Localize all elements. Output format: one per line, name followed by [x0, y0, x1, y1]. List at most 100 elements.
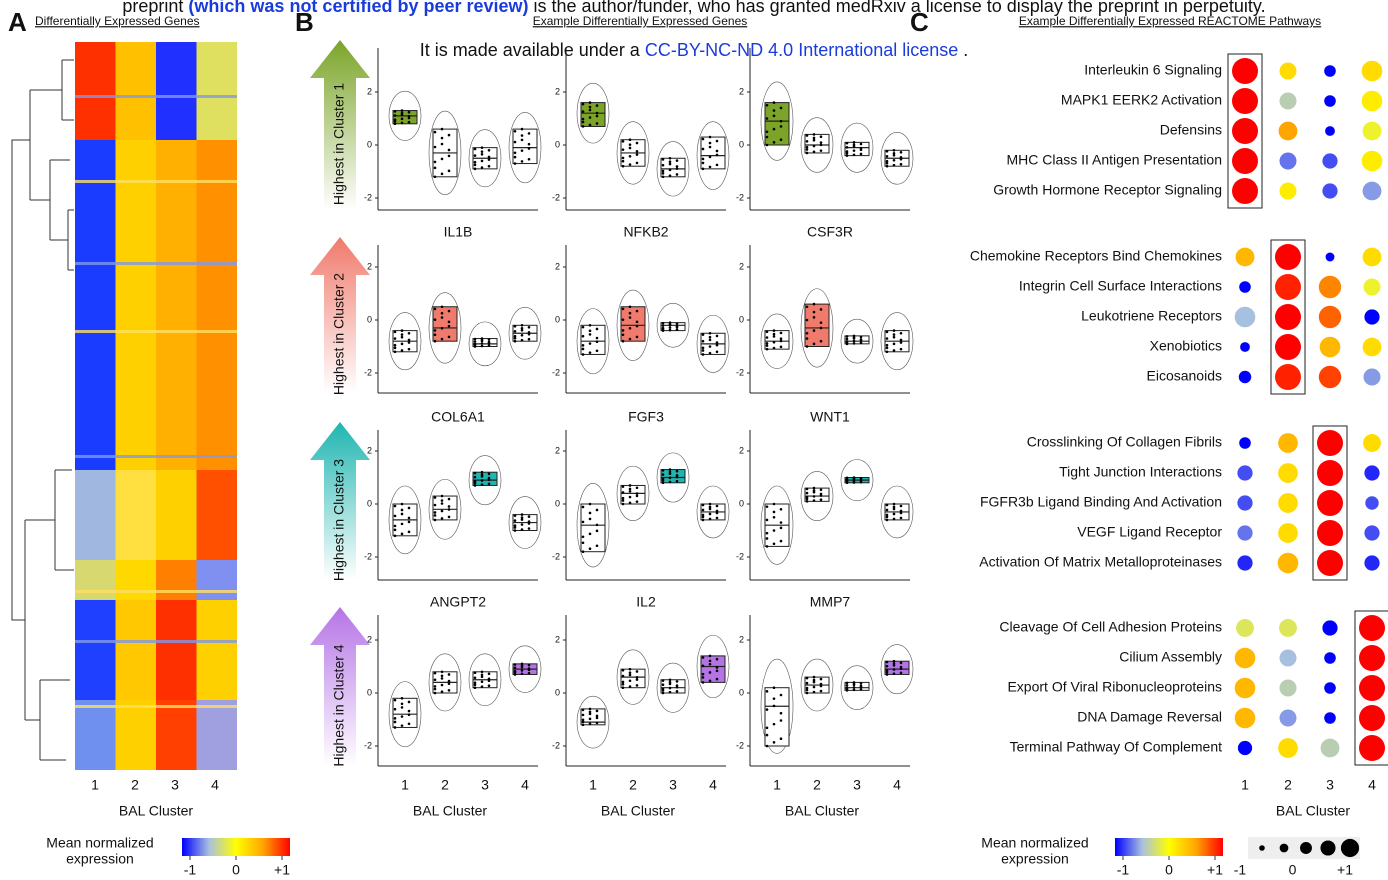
- jitter-point: [845, 154, 849, 157]
- jitter-point: [520, 326, 524, 330]
- jitter-point: [520, 518, 524, 521]
- jitter-point: [527, 668, 531, 672]
- pathway-dot: [1232, 88, 1258, 114]
- jitter-point: [393, 110, 397, 113]
- notice-text: preprint: [122, 0, 189, 16]
- jitter-point: [635, 670, 639, 673]
- jitter-point: [765, 545, 769, 548]
- jitter-point: [819, 684, 823, 688]
- x-tick-label: 4: [1368, 777, 1376, 793]
- jitter-point: [885, 503, 889, 507]
- jitter-point: [819, 682, 823, 686]
- jitter-point: [819, 149, 823, 152]
- heatmap-block: [75, 560, 116, 600]
- jitter-point: [513, 529, 517, 532]
- dendrogram: [11, 59, 74, 761]
- pathway-label: Export Of Viral Ribonucleoproteins: [1007, 679, 1222, 695]
- jitter-point: [765, 708, 769, 711]
- jitter-point: [852, 153, 856, 157]
- jitter-point: [708, 335, 712, 339]
- panel-title: Differentially Expressed Genes: [35, 14, 200, 28]
- violin: [508, 306, 542, 360]
- jitter-point: [480, 680, 484, 684]
- license-link[interactable]: CC-BY-NC-ND 4.0 International license: [644, 40, 959, 60]
- jitter-point: [805, 318, 809, 322]
- jitter-point: [812, 490, 816, 494]
- jitter-point: [400, 109, 404, 112]
- jitter-point: [473, 343, 477, 347]
- jitter-point: [701, 161, 705, 165]
- heatmap-block: [196, 42, 237, 140]
- box: [512, 128, 538, 165]
- jitter-point: [407, 530, 411, 534]
- pathway-dot: [1317, 550, 1343, 576]
- jitter-point: [513, 663, 517, 666]
- jitter-point: [675, 475, 679, 479]
- jitter-point: [433, 307, 437, 311]
- pathway-dot: [1362, 337, 1382, 357]
- jitter-point: [779, 526, 783, 530]
- jitter-point: [393, 343, 397, 347]
- arrow: [310, 607, 370, 766]
- jitter-point: [513, 140, 517, 144]
- x-tick-label: 1: [589, 777, 597, 793]
- y-tick-label: 0: [555, 139, 560, 149]
- violin: [880, 132, 914, 185]
- jitter-point: [581, 718, 585, 722]
- jitter-point: [772, 510, 776, 514]
- jitter-point: [885, 670, 889, 674]
- jitter-point: [433, 678, 437, 682]
- jitter-point: [805, 134, 809, 137]
- jitter-point: [440, 499, 444, 502]
- pathway-dot: [1364, 525, 1380, 541]
- pathway-dot: [1317, 460, 1343, 486]
- jitter-point: [845, 687, 849, 691]
- jitter-point: [708, 505, 712, 509]
- jitter-point: [892, 502, 896, 506]
- jitter-point: [899, 516, 903, 520]
- jitter-point: [805, 331, 809, 335]
- jitter-point: [527, 527, 531, 530]
- jitter-point: [765, 726, 769, 730]
- jitter-point: [520, 513, 524, 516]
- jitter-point: [400, 702, 404, 706]
- jitter-point: [899, 150, 903, 154]
- jitter-point: [892, 672, 896, 675]
- jitter-point: [393, 726, 397, 729]
- heatmap-block: [156, 470, 197, 560]
- jitter-point: [433, 333, 437, 337]
- pathway-label: Cleavage Of Cell Adhesion Proteins: [999, 619, 1222, 635]
- jitter-point: [447, 324, 451, 328]
- jitter-point: [859, 335, 863, 339]
- jitter-point: [701, 518, 705, 522]
- jitter-point: [661, 327, 665, 331]
- jitter-point: [440, 127, 444, 131]
- jitter-point: [661, 469, 665, 472]
- y-tick-label: 2: [739, 445, 744, 455]
- jitter-point: [621, 333, 625, 337]
- y-tick-label: -2: [552, 740, 560, 750]
- jitter-point: [447, 682, 451, 686]
- heatmap-stripe: [75, 590, 237, 593]
- jitter-point: [447, 148, 451, 152]
- jitter-point: [628, 138, 632, 141]
- jitter-point: [892, 517, 896, 521]
- jitter-point: [400, 532, 404, 536]
- violin: [388, 485, 422, 555]
- gene-title: CSF3R: [807, 224, 853, 240]
- jitter-point: [779, 119, 783, 123]
- jitter-point: [393, 720, 397, 724]
- jitter-point: [440, 326, 444, 330]
- heatmap-block: [115, 560, 156, 600]
- jitter-point: [400, 113, 404, 116]
- pathway-label: VEGF Ligand Receptor: [1077, 524, 1222, 540]
- jitter-point: [393, 524, 397, 528]
- jitter-point: [892, 507, 896, 511]
- jitter-point: [885, 673, 889, 676]
- jitter-point: [852, 688, 856, 692]
- y-tick-label: 2: [367, 634, 372, 644]
- pathway-dot: [1279, 152, 1297, 170]
- x-tick-label: 2: [441, 777, 449, 793]
- x-tick-label: 2: [813, 777, 821, 793]
- jitter-point: [581, 334, 585, 338]
